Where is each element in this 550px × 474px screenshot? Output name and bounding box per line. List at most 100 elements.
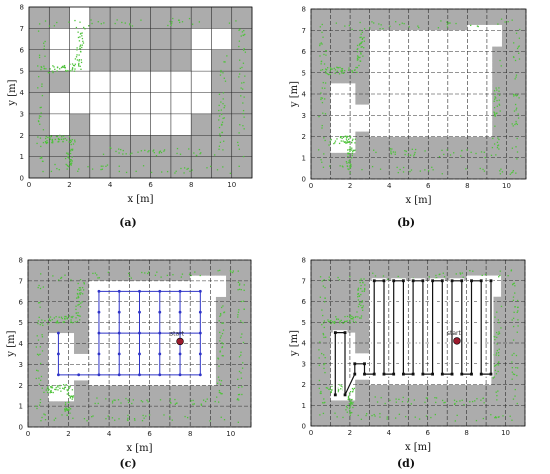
free-cell: [88, 343, 95, 350]
laser-point: [50, 135, 52, 138]
laser-point: [319, 341, 321, 343]
free-cell: [98, 343, 105, 350]
laser-point: [68, 407, 70, 409]
free-cell: [408, 104, 415, 111]
free-cell: [205, 374, 211, 381]
laser-point: [53, 25, 56, 27]
free-cell: [496, 24, 502, 31]
free-cell: [154, 380, 161, 386]
free-cell: [190, 364, 196, 370]
free-cell: [495, 280, 502, 287]
free-cell: [154, 286, 161, 292]
free-cell: [63, 390, 69, 397]
free-cell: [169, 333, 176, 339]
free-cell: [389, 99, 395, 106]
path-waypoint: [372, 279, 376, 283]
laser-point: [321, 309, 323, 311]
free-cell: [490, 275, 497, 282]
free-cell: [345, 374, 351, 380]
free-cell: [388, 379, 395, 385]
free-cell: [398, 88, 405, 95]
free-cell: [413, 115, 419, 121]
laser-point: [199, 153, 201, 155]
laser-point: [63, 64, 66, 67]
laser-point: [359, 43, 361, 45]
free-cell: [461, 343, 468, 349]
laser-point: [55, 135, 58, 138]
free-cell: [210, 348, 216, 355]
laser-point: [346, 162, 348, 164]
laser-point: [163, 149, 166, 151]
free-cell: [134, 380, 140, 386]
free-cell: [398, 379, 404, 385]
free-cell: [452, 46, 458, 52]
free-cell: [374, 368, 380, 375]
laser-point: [120, 148, 122, 151]
free-cell: [190, 317, 196, 324]
laser-point: [512, 317, 515, 319]
free-cell: [335, 337, 341, 344]
x-tick-label: 10: [501, 429, 510, 437]
laser-point: [174, 398, 176, 401]
free-cell: [467, 99, 473, 106]
free-cell: [139, 317, 145, 324]
laser-point: [360, 278, 362, 280]
laser-point: [77, 36, 80, 39]
laser-point: [189, 170, 191, 172]
laser-point: [140, 400, 143, 402]
y-tick-label: 7: [302, 277, 306, 285]
free-cell: [129, 306, 135, 313]
laser-point: [37, 370, 39, 372]
free-cell: [154, 364, 161, 370]
free-cell: [447, 115, 454, 121]
y-tick-label: 2: [302, 381, 306, 389]
laser-point: [64, 386, 67, 389]
plot-frame: [310, 8, 527, 180]
laser-point: [82, 289, 85, 291]
free-cell: [394, 115, 400, 121]
laser-point: [218, 93, 221, 95]
laser-point: [509, 415, 511, 417]
laser-point: [49, 68, 51, 70]
free-cell: [88, 306, 95, 313]
free-cell: [144, 286, 151, 292]
free-cell: [482, 30, 488, 36]
free-cell: [403, 56, 410, 63]
free-cell: [174, 296, 181, 303]
laser-point: [241, 31, 244, 33]
laser-point: [336, 138, 338, 140]
free-cell: [200, 280, 206, 287]
laser-point: [241, 393, 243, 396]
laser-point: [38, 54, 41, 56]
laser-point: [348, 395, 350, 397]
x-tick-label: 0: [26, 430, 30, 438]
free-cell: [477, 40, 483, 47]
free-cell: [467, 104, 473, 111]
laser-point: [68, 141, 70, 143]
free-cell: [159, 312, 166, 318]
free-cell: [461, 280, 468, 287]
laser-point: [220, 101, 222, 103]
laser-point: [469, 401, 471, 403]
free-cell: [408, 88, 415, 95]
free-cell: [452, 120, 458, 127]
laser-point: [359, 56, 361, 59]
free-cell: [144, 322, 151, 329]
free-cell: [144, 359, 151, 365]
laser-point: [338, 73, 341, 75]
free-cell: [428, 56, 434, 63]
laser-point: [56, 167, 58, 170]
free-cell: [174, 317, 181, 324]
free-cell: [119, 338, 125, 344]
graph-node: [97, 310, 101, 314]
laser-point: [64, 408, 66, 410]
laser-point: [512, 283, 514, 285]
laser-point: [448, 22, 450, 24]
free-cell: [428, 72, 434, 79]
laser-point: [333, 142, 335, 145]
laser-point: [324, 139, 326, 142]
free-cell: [364, 358, 370, 365]
laser-point: [497, 144, 500, 146]
free-cell: [180, 359, 186, 365]
free-cell: [393, 368, 399, 375]
